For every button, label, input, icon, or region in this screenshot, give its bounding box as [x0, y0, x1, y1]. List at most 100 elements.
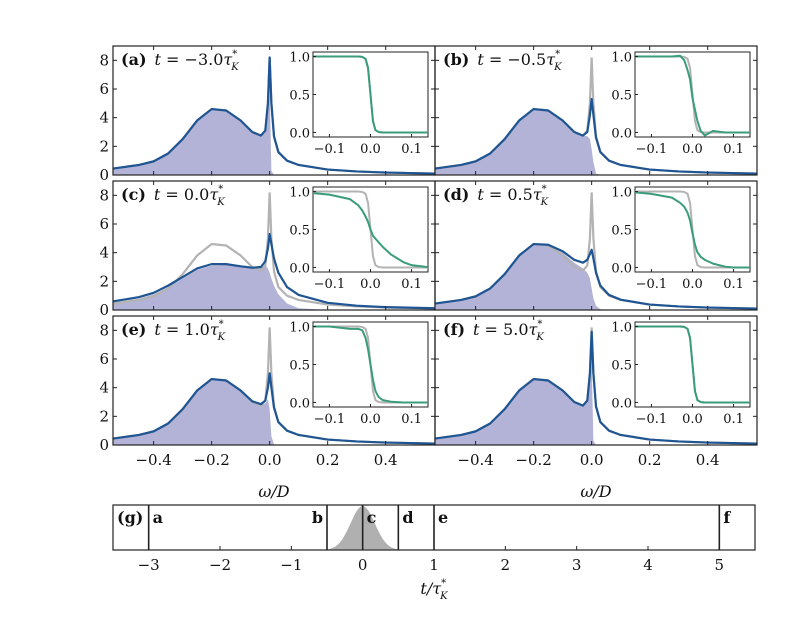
x-tick-label: 3 [572, 556, 582, 574]
marker-label-c: c [367, 508, 377, 527]
axes-frame [434, 45, 758, 176]
y-tick-label: 8 [99, 186, 109, 204]
inset-distribution-line [635, 325, 750, 404]
inset-y-tick-label: 0.5 [611, 224, 632, 239]
time-value: −0.5 [507, 50, 546, 69]
time-symbol: t [477, 50, 484, 69]
equals-sign: = [161, 320, 185, 339]
x-tick-label: 0.4 [696, 451, 720, 469]
star-superscript: * [555, 49, 560, 60]
plot-area [435, 192, 757, 310]
x-tick-label: 2 [501, 556, 511, 574]
inset-y-tick-label: 1.0 [611, 51, 632, 66]
inset-y-tick-label: 0.5 [289, 359, 310, 374]
plot-area [435, 57, 757, 175]
tau-symbol: τ [546, 50, 556, 69]
inset-x-tick-label: −0.1 [314, 277, 346, 292]
y-tick-label: 8 [99, 51, 109, 69]
inset-y-tick-label: 0.5 [289, 224, 310, 239]
inset-x-tick-label: 0.1 [723, 277, 744, 292]
equals-sign: = [161, 50, 185, 69]
panel-title: (d) t = 0.5τ* K [443, 184, 549, 208]
equals-sign: = [484, 185, 508, 204]
plot-area [113, 327, 435, 445]
inset-y-tick-label: 0.0 [611, 126, 632, 141]
tau-symbol: τ [210, 320, 220, 339]
inset-distribution-line [313, 55, 428, 134]
inset-x-tick-label: 0.0 [682, 142, 703, 157]
k-subscript: K [553, 62, 562, 73]
inset-x-tick-label: −0.1 [636, 142, 668, 157]
time-value: 0.0 [184, 185, 209, 204]
inset-y-tick-label: 0.0 [611, 261, 632, 276]
inset-x-tick-label: 0.1 [723, 412, 744, 427]
inset-y-tick-label: 0.0 [289, 261, 310, 276]
k-subscript: K [535, 332, 544, 343]
star-superscript: * [218, 184, 223, 195]
panel-f: −0.4 −0.2 0.0 0.2 0.4 (f) t = 5.0τ* K −0.1 0.0 0.1… [434, 315, 758, 469]
inset-y-tick-label: 0.5 [611, 89, 632, 104]
x-axis-label: ω/D [580, 482, 611, 501]
x-tick-label: 0.2 [638, 451, 662, 469]
x-tick-label: 0 [358, 556, 368, 574]
inset-x-tick-label: −0.1 [314, 142, 346, 157]
inset-x-tick-label: 0.1 [401, 412, 422, 427]
inset: −0.1 0.0 0.1 0.0 0.5 1.0 [611, 51, 751, 157]
panel-g: a b c d e f(g)−3 −2 −1 0 1 2 3 4 5t/τ* Kt/τ*K [112, 504, 756, 602]
y-tick-label: 6 [99, 80, 109, 98]
inset-y-tick-label: 1.0 [289, 321, 310, 336]
inset-distribution-line [312, 192, 429, 269]
time-symbol: t [155, 50, 162, 69]
panel-title: (f) t = 5.0τ* K [443, 319, 544, 343]
inset: −0.1 0.0 0.1 0.0 0.5 1.0 [289, 51, 429, 157]
k-subscript: K [439, 591, 448, 602]
panel-title: (a) t = −3.0τ* K [121, 49, 239, 73]
x-tick-label: −3 [138, 556, 160, 574]
time-value: 1.0 [184, 320, 209, 339]
panel-label: (c) [121, 185, 146, 204]
y-tick-label: 8 [99, 321, 109, 339]
tau-symbol: τ [529, 320, 539, 339]
occupied-fill-area [113, 264, 435, 310]
y-tick-label: 2 [99, 272, 109, 290]
inset: −0.1 0.0 0.1 0.0 0.5 1.0 [611, 186, 751, 292]
panel-label: (g) [117, 508, 143, 527]
axes-frame [434, 315, 758, 446]
spectral-line [435, 330, 757, 445]
x-tick-label: 4 [643, 556, 653, 574]
x-tick-label: 0.0 [258, 451, 282, 469]
y-tick-label: 4 [99, 244, 109, 262]
inset-distribution-line [313, 325, 428, 404]
y-tick-label: 2 [99, 137, 109, 155]
marker-label-b: b [312, 508, 323, 527]
inset-equilibrium-line [313, 190, 428, 269]
k-subscript: K [217, 332, 226, 343]
inset-x-tick-label: −0.1 [636, 412, 668, 427]
inset-x-tick-label: −0.1 [314, 412, 346, 427]
spectral-line [435, 97, 757, 175]
time-value: −3.0 [185, 50, 224, 69]
inset-x-tick-label: 0.0 [360, 412, 381, 427]
tau-symbol: τ [209, 185, 219, 204]
tau-symbol: τ [223, 50, 233, 69]
marker-label-f: f [723, 508, 731, 527]
marker-label-e: e [438, 508, 448, 527]
inset: −0.1 0.0 0.1 0.0 0.5 1.0 [611, 321, 751, 427]
inset-y-tick-label: 1.0 [611, 186, 632, 201]
star-superscript: * [537, 319, 542, 330]
time-symbol: t [477, 185, 484, 204]
inset-y-tick-label: 0.0 [289, 126, 310, 141]
panel-label: (b) [443, 50, 469, 69]
inset: −0.1 0.0 0.1 0.0 0.5 1.0 [289, 186, 429, 292]
inset-distribution-line [634, 191, 750, 269]
y-tick-label: 4 [99, 109, 109, 127]
inset-x-tick-label: 0.0 [682, 412, 703, 427]
spectral-line [113, 56, 435, 175]
marker-label-d: d [402, 508, 413, 527]
plot-area [113, 192, 435, 310]
panel-label: (e) [121, 320, 146, 339]
xlabel-t: t/τ [420, 579, 442, 598]
x-tick-label: 0.4 [374, 451, 398, 469]
star-superscript: * [542, 184, 547, 195]
